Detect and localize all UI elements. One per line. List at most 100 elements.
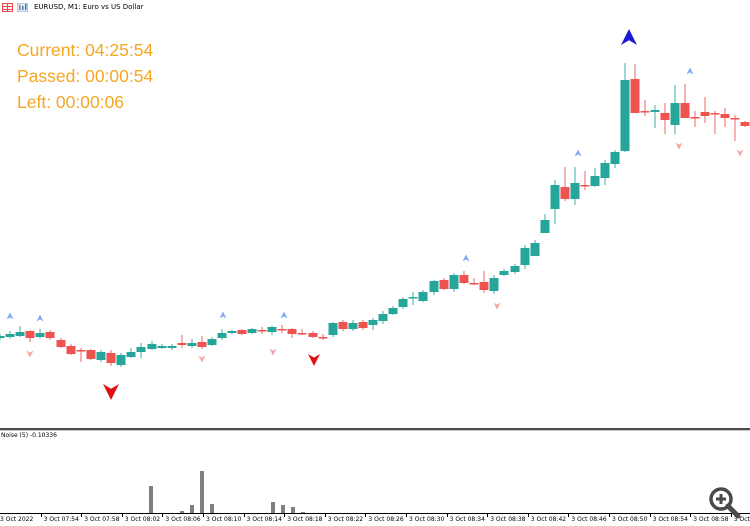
candle [660,103,670,134]
candle [700,97,710,123]
candle [297,329,307,335]
arrow-down-icon [675,142,683,150]
candle [227,330,237,334]
pane-separator-shadow [0,430,750,431]
candle [720,108,730,127]
time-label: 3 Oct 08:14 [246,516,282,523]
candle [136,343,146,358]
arrow-down-icon [269,348,277,356]
candle [5,331,15,339]
candle [620,63,630,152]
time-label: 3 Oct 08:46 [571,516,607,523]
candle [449,273,459,292]
candle [540,214,550,233]
noise-indicator-pane[interactable] [0,440,750,514]
time-tick [690,513,692,517]
candle [499,269,509,276]
candle [520,245,530,269]
candle [640,100,650,116]
candle [479,271,489,293]
time-tick [730,513,732,517]
arrow-down-icon [26,350,34,358]
time-label: 3 Oct 08:42 [530,516,567,523]
candle [257,327,267,334]
time-tick [203,513,204,517]
candle [610,150,620,168]
chart-type-icon[interactable] [17,2,28,12]
candle [398,297,408,309]
candle [126,348,136,358]
candle [237,329,247,335]
candle [348,320,358,331]
noise-bar [210,504,214,513]
candle [86,349,96,360]
time-tick [446,513,448,517]
time-label: 3 Oct 08:26 [368,516,404,523]
candle [96,350,106,362]
time-tick [81,513,83,517]
candle [590,168,600,187]
candle [267,326,277,335]
candle [177,335,187,348]
candle [600,160,610,185]
candle [560,167,570,201]
time-label: 3 Oct 08:58 [693,516,729,523]
noise-bar [149,486,153,513]
time-label: 3 Oct 08:30 [409,516,445,523]
candle [670,85,680,134]
zoom-in-button[interactable] [707,485,741,519]
noise-bar [180,511,184,513]
arrow-up-icon [280,311,288,319]
candle [15,326,25,337]
candle [570,167,580,205]
candle [56,338,66,348]
candle [530,240,540,256]
arrow-down-icon [308,354,320,366]
arrow-up-icon [462,254,470,262]
timer-left: Left: 00:00:06 [17,92,125,112]
arrow-down-icon [493,302,501,310]
candle [76,348,86,362]
candle [328,322,338,337]
candle [580,171,590,190]
candle [418,290,428,302]
noise-bar [200,471,204,513]
time-tick [527,513,529,517]
time-tick [406,513,407,517]
candle [469,278,479,285]
price-chart-area[interactable] [0,0,750,428]
candle [740,121,750,127]
time-label: 3 Oct 07:54 [43,516,79,523]
candle [187,339,197,348]
arrow-down-icon [736,149,744,157]
time-label: 3 Oct 08:10 [206,516,242,523]
zoom-in-icon [709,487,741,519]
time-tick [162,513,164,517]
candle [550,180,560,224]
time-label: 3 Oct 08:22 [327,516,364,523]
candle [167,344,177,350]
arrow-up-icon [6,312,14,320]
pane-separator[interactable] [0,428,750,430]
time-tick [365,513,367,517]
candle [459,271,469,284]
candle [408,292,418,305]
noise-bar [190,505,194,513]
time-tick [568,513,570,517]
candle [358,320,368,330]
candle [710,111,720,134]
candle [489,275,499,294]
candle [730,115,740,141]
time-label: 3 Oct 08:06 [165,516,201,523]
time-tick [649,513,651,517]
candle [0,334,5,340]
time-tick [324,513,326,517]
candle [207,337,217,346]
noise-bar [301,512,305,513]
arrow-up-icon [36,314,44,322]
time-label: 3 Oct 07:58 [84,516,120,523]
time-label: 3 Oct 08:18 [287,516,323,523]
window-menu-icon[interactable] [2,2,13,12]
time-tick [121,513,123,517]
arrow-up-icon [219,311,227,319]
